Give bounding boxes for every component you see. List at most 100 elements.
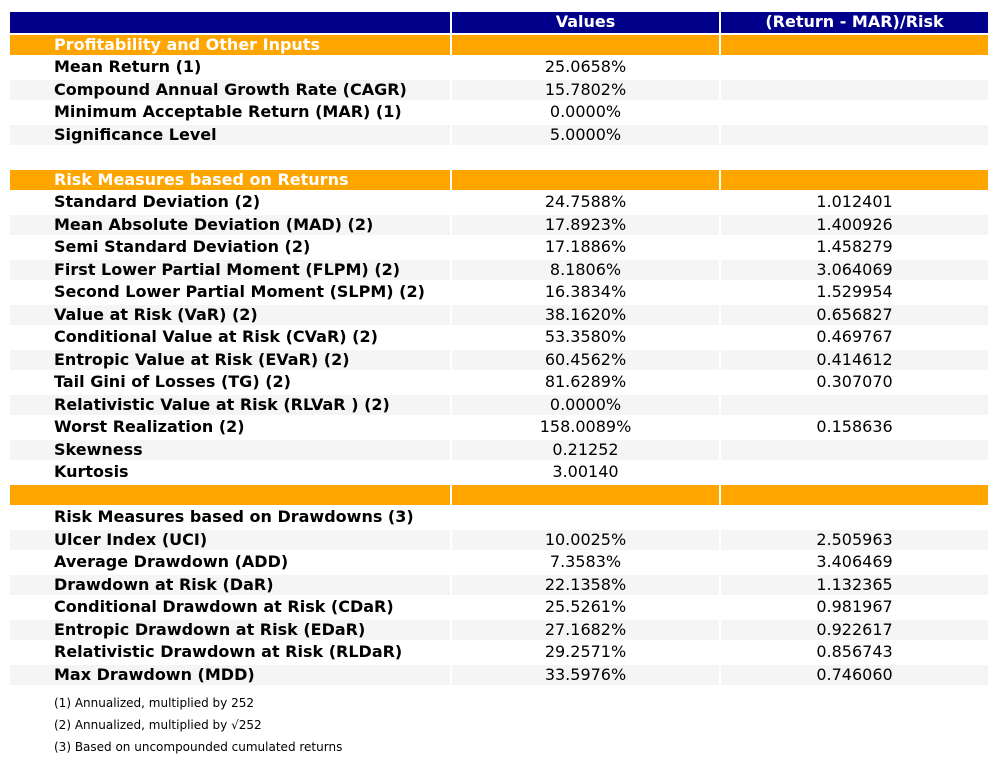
- table-row: Compound Annual Growth Rate (CAGR) 15.780…: [10, 79, 988, 100]
- ratio-cell: [721, 394, 988, 415]
- value-cell: [452, 147, 719, 168]
- header-values-cell: Values: [452, 12, 719, 33]
- ratio-cell: 0.656827: [721, 304, 988, 325]
- ratio-cell: [721, 484, 988, 505]
- metric-label-cell: Significance Level: [10, 124, 450, 145]
- metric-label-cell: [10, 484, 450, 505]
- table-row: Average Drawdown (ADD) 7.3583% 3.406469: [10, 552, 988, 573]
- value-cell: 7.3583%: [549, 552, 622, 571]
- table-row: Second Lower Partial Moment (SLPM) (2) 16…: [10, 282, 988, 303]
- ratio-cell: 3.406469: [816, 552, 893, 571]
- value-cell: 38.1620%: [452, 304, 719, 325]
- value-cell: [452, 507, 719, 528]
- value-cell: 0.0000%: [452, 394, 719, 415]
- section-header-row: Risk Measures based on Returns: [10, 169, 988, 190]
- metric-label-cell: Conditional Value at Risk (CVaR) (2): [54, 327, 378, 346]
- metric-label-cell: Risk Measures based on Returns: [10, 169, 450, 190]
- ratio-cell: [721, 57, 988, 78]
- value-cell: 0.21252: [452, 439, 719, 460]
- metric-label-cell: Ulcer Index (UCI): [10, 529, 450, 550]
- header-metric-cell: [10, 12, 450, 33]
- value-cell: 17.1886%: [544, 237, 627, 256]
- metric-label-cell: Mean Absolute Deviation (MAD) (2): [10, 214, 450, 235]
- metric-label-cell: Semi Standard Deviation (2): [54, 237, 311, 256]
- metric-label-cell: Average Drawdown (ADD): [54, 552, 289, 571]
- ratio-cell: [721, 147, 988, 168]
- table-row: Relativistic Drawdown at Risk (RLDaR) 29.…: [10, 642, 988, 663]
- metric-label-cell: Relativistic Drawdown at Risk (RLDaR): [54, 642, 403, 661]
- value-cell: 29.2571%: [544, 642, 627, 661]
- ratio-cell: [721, 507, 988, 528]
- metric-label-cell: Standard Deviation (2): [54, 192, 261, 211]
- table-row: Worst Realization (2) 158.0089% 0.158636: [10, 417, 988, 438]
- section-header-row: Profitability and Other Inputs: [10, 34, 988, 55]
- metric-label-cell: Worst Realization (2): [54, 417, 245, 436]
- metric-label-cell: Compound Annual Growth Rate (CAGR): [10, 79, 450, 100]
- ratio-cell: 0.981967: [816, 597, 893, 616]
- value-cell: 158.0089%: [539, 417, 632, 436]
- ratio-cell: 1.132365: [721, 574, 988, 595]
- value-cell: 10.0025%: [452, 529, 719, 550]
- metric-label-cell: [10, 147, 450, 168]
- value-cell: 53.3580%: [544, 327, 627, 346]
- metric-label-cell: Max Drawdown (MDD): [10, 664, 450, 685]
- ratio-cell: 0.307070: [816, 372, 893, 391]
- ratio-cell: 0.469767: [816, 327, 893, 346]
- ratio-cell: 1.012401: [816, 192, 893, 211]
- table-row: Skewness 0.21252: [10, 439, 988, 460]
- metric-label-cell: Entropic Value at Risk (EVaR) (2): [10, 349, 450, 370]
- ratio-cell: 0.856743: [816, 642, 893, 661]
- ratio-cell: [721, 124, 988, 145]
- metric-label-cell: Entropic Drawdown at Risk (EDaR): [10, 619, 450, 640]
- value-cell: 8.1806%: [452, 259, 719, 280]
- metric-label-cell: Mean Return (1): [54, 57, 202, 76]
- section-header-row: [10, 484, 988, 505]
- table-row: Conditional Value at Risk (CVaR) (2) 53.3…: [10, 327, 988, 348]
- table-body: Profitability and Other Inputs Mean Retur…: [10, 34, 988, 685]
- footnote-1: (1) Annualized, multiplied by 252: [54, 696, 254, 710]
- table-row: Minimum Acceptable Return (MAR) (1) 0.000…: [10, 102, 988, 123]
- metric-label-cell: Conditional Drawdown at Risk (CDaR): [54, 597, 394, 616]
- value-cell: 0.0000%: [549, 102, 622, 121]
- risk-report-page: Values (Return - MAR)/Risk Profitability…: [8, 10, 990, 758]
- table-row: Ulcer Index (UCI) 10.0025% 2.505963: [10, 529, 988, 550]
- table-row: First Lower Partial Moment (FLPM) (2) 8.1…: [10, 259, 988, 280]
- value-cell: 81.6289%: [544, 372, 627, 391]
- risk-metrics-table: Values (Return - MAR)/Risk Profitability…: [8, 10, 990, 687]
- ratio-cell: 0.414612: [721, 349, 988, 370]
- value-cell: 27.1682%: [452, 619, 719, 640]
- table-row: Mean Return (1) 25.0658%: [10, 57, 988, 78]
- footnote-3: (3) Based on uncompounded cumulated retu…: [54, 740, 343, 754]
- ratio-cell: 0.158636: [816, 417, 893, 436]
- table-row: Drawdown at Risk (DaR) 22.1358% 1.132365: [10, 574, 988, 595]
- table-row: Relativistic Value at Risk (RLVaR ) (2) 0…: [10, 394, 988, 415]
- metric-label-cell: Second Lower Partial Moment (SLPM) (2): [54, 282, 425, 301]
- value-cell: [452, 169, 719, 190]
- value-cell: 16.3834%: [544, 282, 627, 301]
- metric-label-cell: Risk Measures based on Drawdowns (3): [54, 507, 414, 526]
- value-cell: 22.1358%: [452, 574, 719, 595]
- metric-label-cell: Minimum Acceptable Return (MAR) (1): [54, 102, 402, 121]
- value-cell: 15.7802%: [452, 79, 719, 100]
- value-cell: 60.4562%: [452, 349, 719, 370]
- ratio-cell: 1.458279: [816, 237, 893, 256]
- subsection-header-row: Risk Measures based on Drawdowns (3): [10, 507, 988, 528]
- metric-label-cell: First Lower Partial Moment (FLPM) (2): [10, 259, 450, 280]
- table-row: Semi Standard Deviation (2) 17.1886% 1.458…: [10, 237, 988, 258]
- ratio-cell: 3.064069: [721, 259, 988, 280]
- value-cell: 3.00140: [552, 462, 619, 481]
- ratio-cell: [721, 79, 988, 100]
- table-row: [10, 147, 988, 168]
- table-row: Tail Gini of Losses (TG) (2) 81.6289% 0.30…: [10, 372, 988, 393]
- value-cell: 33.5976%: [452, 664, 719, 685]
- value-cell: 17.8923%: [452, 214, 719, 235]
- ratio-cell: [721, 102, 988, 123]
- table-row: Max Drawdown (MDD) 33.5976% 0.746060: [10, 664, 988, 685]
- value-cell: 25.0658%: [544, 57, 627, 76]
- metric-label-cell: Tail Gini of Losses (TG) (2): [54, 372, 291, 391]
- table-row: Kurtosis 3.00140: [10, 462, 988, 483]
- table-row: Conditional Drawdown at Risk (CDaR) 25.52…: [10, 597, 988, 618]
- ratio-cell: 0.746060: [721, 664, 988, 685]
- metric-label-cell: Kurtosis: [54, 462, 129, 481]
- value-cell: [452, 34, 719, 55]
